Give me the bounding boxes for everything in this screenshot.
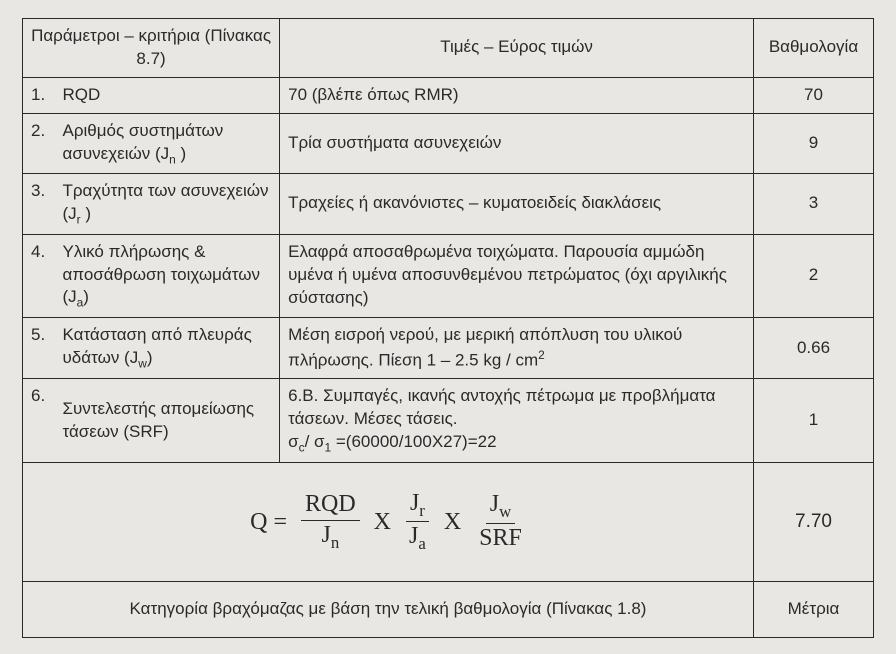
formula-result: 7.70 bbox=[754, 462, 874, 581]
fraction-2-bot: Ja bbox=[405, 522, 430, 552]
formula-prefix: Q = bbox=[250, 506, 287, 538]
fraction-3: Jw SRF bbox=[475, 492, 526, 551]
q-formula: Q = RQD Jn X Jr Ja X Jw SRF bbox=[250, 491, 526, 553]
fraction-3-top: Jw bbox=[486, 492, 515, 523]
fraction-2: Jr Ja bbox=[405, 491, 430, 553]
row-value: Ελαφρά αποσαθρωμένα τοιχώματα. Παρουσία … bbox=[280, 234, 754, 317]
row-parameter: Συντελεστής απομείωσης τάσεων (SRF) bbox=[59, 379, 280, 462]
category-row: Κατηγορία βραχόμαζας με βάση την τελική … bbox=[23, 581, 874, 637]
row-number: 5. bbox=[23, 317, 59, 379]
table-row: 2. Αριθμός συστημάτων ασυνεχειών (Jn ) Τ… bbox=[23, 113, 874, 173]
row-value: 70 (βλέπε όπως RMR) bbox=[280, 77, 754, 113]
row-parameter: Υλικό πλήρωσης & αποσάθρωση τοιχωμάτων (… bbox=[59, 234, 280, 317]
row-value: Τραχείες ή ακανόνιστες – κυματοειδείς δι… bbox=[280, 174, 754, 234]
category-label: Κατηγορία βραχόμαζας με βάση την τελική … bbox=[23, 581, 754, 637]
row-value: 6.Β. Συμπαγές, ικανής αντοχής πέτρωμα με… bbox=[280, 379, 754, 462]
fraction-2-top: Jr bbox=[406, 491, 429, 522]
row-number: 1. bbox=[23, 77, 59, 113]
row-number: 3. bbox=[23, 174, 59, 234]
formula-times-1: X bbox=[374, 506, 391, 538]
table-row: 3. Τραχύτητα των ασυνεχειών (Jr ) Τραχεί… bbox=[23, 174, 874, 234]
row-parameter: Τραχύτητα των ασυνεχειών (Jr ) bbox=[59, 174, 280, 234]
header-score: Βαθμολογία bbox=[754, 19, 874, 78]
header-row: Παράμετροι – κριτήρια (Πίνακας 8.7) Τιμέ… bbox=[23, 19, 874, 78]
row-parameter: RQD bbox=[59, 77, 280, 113]
formula-times-2: X bbox=[444, 506, 461, 538]
fraction-1-top: RQD bbox=[301, 492, 360, 520]
row-score: 70 bbox=[754, 77, 874, 113]
row-number: 2. bbox=[23, 113, 59, 173]
table-row: 5. Κατάσταση από πλευράς υδάτων (Jw) Μέσ… bbox=[23, 317, 874, 379]
fraction-3-bot: SRF bbox=[475, 524, 526, 551]
table-row: 1. RQD 70 (βλέπε όπως RMR) 70 bbox=[23, 77, 874, 113]
fraction-1-bot: Jn bbox=[317, 521, 343, 551]
row-number: 6. bbox=[23, 379, 59, 462]
row-number: 4. bbox=[23, 234, 59, 317]
row-value: Μέση εισροή νερού, με μερική απόπλυση το… bbox=[280, 317, 754, 379]
row-score: 3 bbox=[754, 174, 874, 234]
row-parameter: Κατάσταση από πλευράς υδάτων (Jw) bbox=[59, 317, 280, 379]
row-parameter: Αριθμός συστημάτων ασυνεχειών (Jn ) bbox=[59, 113, 280, 173]
category-value: Μέτρια bbox=[754, 581, 874, 637]
header-parameters: Παράμετροι – κριτήρια (Πίνακας 8.7) bbox=[23, 19, 280, 78]
row-score: 9 bbox=[754, 113, 874, 173]
row-value: Τρία συστήματα ασυνεχειών bbox=[280, 113, 754, 173]
table-row: 4. Υλικό πλήρωσης & αποσάθρωση τοιχωμάτω… bbox=[23, 234, 874, 317]
formula-cell: Q = RQD Jn X Jr Ja X Jw SRF bbox=[23, 462, 754, 581]
row-score: 1 bbox=[754, 379, 874, 462]
row-score: 2 bbox=[754, 234, 874, 317]
header-values: Τιμές – Εύρος τιμών bbox=[280, 19, 754, 78]
formula-row: Q = RQD Jn X Jr Ja X Jw SRF bbox=[23, 462, 874, 581]
fraction-1: RQD Jn bbox=[301, 492, 360, 551]
table-row: 6. Συντελεστής απομείωσης τάσεων (SRF) 6… bbox=[23, 379, 874, 462]
q-system-table: Παράμετροι – κριτήρια (Πίνακας 8.7) Τιμέ… bbox=[22, 18, 874, 638]
row-score: 0.66 bbox=[754, 317, 874, 379]
